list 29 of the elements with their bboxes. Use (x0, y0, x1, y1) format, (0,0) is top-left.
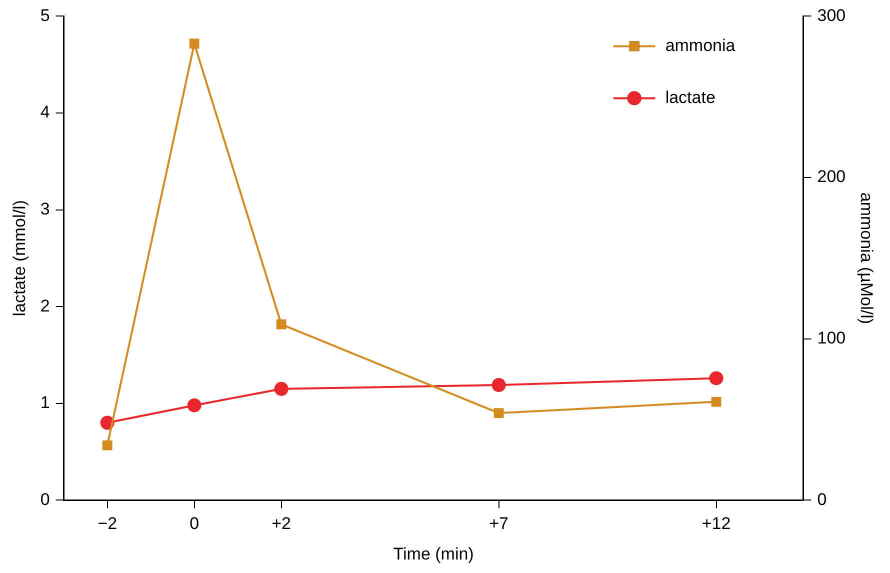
x-axis-title: Time (min) (393, 544, 474, 564)
y-tick-label: 4 (40, 102, 50, 122)
point (711, 396, 722, 407)
x-tick-label: 0 (190, 514, 200, 534)
x-tick-label: +2 (272, 514, 292, 534)
point (187, 398, 202, 412)
y2-tick-label: 200 (817, 167, 846, 186)
y2-axis-title: ammonia (µMol/l) (857, 192, 876, 324)
point (492, 378, 506, 392)
legend-label: lactate (665, 88, 716, 107)
y-tick-label: 5 (40, 6, 50, 25)
point (276, 319, 286, 330)
y-axis-title: lactate (mmol/l) (10, 200, 29, 316)
y2-tick-label: 100 (817, 328, 846, 348)
x-tick-label: −2 (98, 514, 118, 534)
y2-tick-label: 300 (817, 6, 846, 25)
y-tick-label: 0 (40, 490, 50, 509)
y-tick-label: 2 (40, 296, 50, 316)
y2-tick-label: 0 (817, 490, 827, 509)
point (709, 371, 724, 386)
legend-label: ammonia (665, 36, 736, 55)
x-tick-label: +12 (702, 514, 731, 534)
point (274, 382, 288, 396)
point (189, 38, 200, 49)
y-tick-label: 3 (40, 199, 50, 218)
y-tick-label: 1 (40, 393, 50, 412)
point (102, 440, 112, 450)
x-tick-label: +7 (489, 514, 508, 534)
point (494, 408, 504, 418)
